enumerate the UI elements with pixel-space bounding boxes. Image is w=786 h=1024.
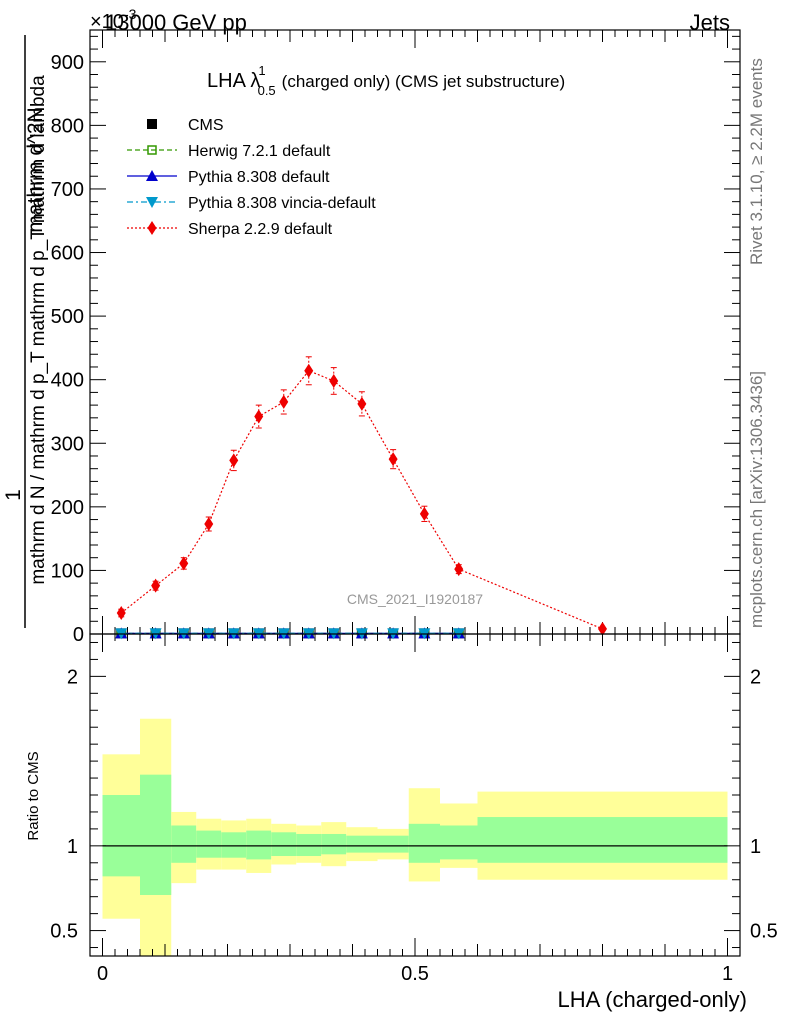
legend-label: Pythia 8.308 vincia-default xyxy=(188,195,376,212)
multiplier-label: ×10-3 xyxy=(90,6,137,33)
ratio-inner-band-7 xyxy=(296,833,322,857)
ratio-inner-band-5 xyxy=(246,830,272,860)
energy-label: 13000 GeV pp xyxy=(105,10,247,35)
main-ytick-label: 700 xyxy=(51,179,84,201)
ylabel-numerator: 1 xyxy=(2,489,25,501)
legend-marker xyxy=(146,197,158,208)
main-ytick-label: 800 xyxy=(51,115,84,137)
main-ytick-label: 500 xyxy=(51,306,84,328)
ratio-inner-band-2 xyxy=(171,825,197,863)
legend-marker xyxy=(147,145,157,155)
ratio-ytick-label-left: 1 xyxy=(67,836,78,858)
watermark: CMS_2021_I1920187 xyxy=(347,591,483,607)
ylabel-mid: mathrm d^2N xyxy=(24,107,47,232)
ratio-inner-band-6 xyxy=(271,832,297,857)
ratio-xtick-label: 0 xyxy=(97,963,108,985)
legend-marker xyxy=(147,119,157,129)
legend-label: Sherpa 2.2.9 default xyxy=(188,221,333,238)
mcplots-label: mcplots.cern.ch [arXiv:1306.3436] xyxy=(747,371,766,628)
ratio-inner-band-0 xyxy=(102,795,140,877)
ratio-ytick-label-right: 0.5 xyxy=(750,921,778,943)
ratio-ytick-label-right: 1 xyxy=(750,836,761,858)
ratio-ytick-label-left: 2 xyxy=(67,666,78,688)
main-ytick-label: 600 xyxy=(51,243,84,265)
ratio-plot: 0 0.5 1 0.5 0.5 1 1 2 2 xyxy=(50,633,778,985)
data-point xyxy=(229,453,239,468)
data-point xyxy=(151,578,161,593)
legend: CMS Herwig 7.2.1 default Pythia 8.308 defa… xyxy=(127,117,376,238)
data-point xyxy=(116,606,126,621)
ratio-inner-band-12 xyxy=(440,825,478,860)
data-point xyxy=(388,452,398,467)
legend-marker xyxy=(147,221,157,235)
main-ytick-label: 100 xyxy=(51,560,84,582)
chart-title: LHA λ1 0.5 (charged only) (CMS jet substru… xyxy=(207,63,565,98)
legend-label: Pythia 8.308 default xyxy=(188,169,330,186)
legend-marker xyxy=(146,170,158,181)
ratio-inner-band-8 xyxy=(321,833,347,855)
ratio-inner-band-4 xyxy=(221,832,247,858)
main-ytick-label: 400 xyxy=(51,370,84,392)
data-point xyxy=(254,409,264,424)
legend-label: CMS xyxy=(188,117,224,134)
ratio-ytick-label-right: 2 xyxy=(750,666,761,688)
rivet-label: Rivet 3.1.10, ≥ 2.2M events xyxy=(747,58,766,265)
data-point xyxy=(279,394,289,409)
ratio-inner-band-9 xyxy=(346,835,378,853)
main-ytick-label: 0 xyxy=(73,624,84,646)
data-point xyxy=(598,621,607,636)
ratio-xtick-label: 1 xyxy=(722,963,733,985)
data-point xyxy=(204,517,214,532)
data-point xyxy=(179,556,189,571)
main-ytick-label: 900 xyxy=(51,52,84,74)
legend-label: Herwig 7.2.1 default xyxy=(188,143,331,160)
data-point xyxy=(304,363,314,378)
ratio-ylabel: Ratio to CMS xyxy=(25,751,42,840)
main-ytick-label: 300 xyxy=(51,433,84,455)
data-point xyxy=(357,396,367,411)
series-line-4 xyxy=(120,370,603,630)
main-ytick-label: 200 xyxy=(51,497,84,519)
data-point xyxy=(419,506,429,521)
ylabel-denominator: mathrm d N / mathrm d p_T mathrm d p_T m… xyxy=(28,75,49,585)
data-point xyxy=(454,562,464,577)
ratio-inner-band-10 xyxy=(377,835,409,853)
main-ylabel: 1 mathrm d^2N mathrm d N / mathrm d p_T … xyxy=(2,35,49,628)
x-axis-label: LHA (charged-only) xyxy=(557,987,747,1012)
process-label: Jets xyxy=(690,10,730,35)
ratio-inner-band-3 xyxy=(196,830,222,858)
ratio-inner-band-1 xyxy=(140,774,172,895)
ratio-ytick-label-left: 0.5 xyxy=(50,921,78,943)
main-plot: 0 100 200 300 400 500 600 700 800 900 xyxy=(51,29,741,646)
ratio-xtick-label: 0.5 xyxy=(401,963,429,985)
data-point xyxy=(329,373,339,388)
ratio-inner-band-13 xyxy=(477,817,728,863)
ratio-inner-band-11 xyxy=(408,823,440,863)
